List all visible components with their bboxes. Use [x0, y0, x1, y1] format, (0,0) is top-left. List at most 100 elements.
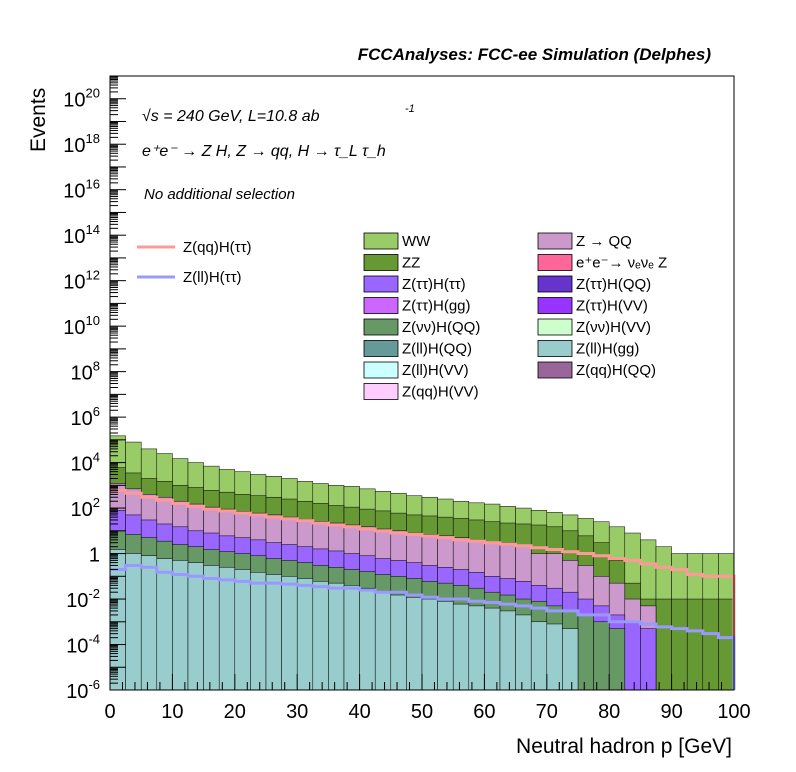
bar-z-h- — [624, 621, 641, 691]
bar-z-ll-h-gg- — [328, 582, 345, 691]
bar-z-ll-h-gg- — [203, 565, 220, 691]
y-tick-label: 104 — [71, 450, 100, 476]
legend-box-label: WW — [402, 233, 431, 250]
bar-z-ll-h-gg- — [562, 628, 579, 691]
bar-z-ll-h-gg- — [312, 581, 329, 691]
y-tick-label: 10-2 — [66, 586, 100, 612]
legend-box-swatch — [363, 318, 399, 336]
bar-z-ll-h-gg- — [156, 558, 173, 691]
x-tick-label: 20 — [224, 701, 246, 723]
legend-box-label: e⁺e⁻→ νₑνₑ Z — [576, 255, 667, 272]
process-annotation: e⁺e⁻ → Z H, Z → qq, H → τ_L τ_h — [142, 143, 386, 160]
y-tick-label: 1010 — [63, 313, 100, 339]
y-tick-label: 1016 — [63, 177, 100, 203]
bar-z-h- — [640, 628, 657, 691]
legend-line-label: Z(qq)H(ττ) — [183, 239, 252, 256]
legend-box-label: Z(νν)H(VV) — [576, 319, 651, 336]
bar-zz — [671, 598, 688, 691]
bar-z-ll-h-gg- — [234, 569, 251, 691]
lumi-exponent: -1 — [405, 103, 415, 115]
legend-box-label: Z(ll)H(QQ) — [402, 341, 472, 358]
x-tick-label: 30 — [286, 701, 308, 723]
legend-box-label: Z → QQ — [576, 233, 632, 250]
y-tick-label: 1018 — [63, 131, 100, 157]
legend-box-label: Z(ττ)H(VV) — [576, 298, 648, 315]
bar-z-h-qq- — [593, 621, 610, 691]
x-tick-label: 50 — [411, 701, 433, 723]
legend-box-label: Z(ττ)H(gg) — [402, 298, 471, 315]
bar-z-ll-h-gg- — [359, 587, 376, 691]
x-tick-label: 70 — [536, 701, 558, 723]
x-tick-label: 90 — [660, 701, 682, 723]
bar-z-ll-h-gg- — [296, 578, 314, 691]
bar-z-ll-h-gg- — [437, 600, 454, 691]
legend-box-swatch — [363, 254, 399, 271]
bar-z-ll-h-gg- — [546, 623, 563, 691]
legend-box-swatch — [363, 232, 399, 250]
legend-box-swatch — [363, 297, 399, 314]
bar-z-ll-h-gg- — [187, 562, 204, 691]
bar-zz — [702, 598, 719, 691]
legend-box-label: Z(νν)H(QQ) — [402, 319, 480, 336]
legend-line-label: Z(ll)H(ττ) — [183, 269, 242, 286]
legend-box-label: Z(ll)H(gg) — [576, 341, 639, 358]
line-z-qq-h- — [110, 488, 736, 690]
x-tick-label: 80 — [598, 701, 620, 723]
bar-z-h-qq- — [608, 628, 626, 691]
x-tick-label: 40 — [348, 701, 370, 723]
legend-box-swatch — [363, 275, 399, 293]
bar-zz — [686, 598, 704, 691]
legend-box-label: Z(ττ)H(QQ) — [576, 276, 651, 293]
bar-z-ll-h-gg- — [140, 555, 158, 691]
bar-z-h-qq- — [577, 614, 594, 691]
bar-z-ll-h-gg- — [499, 610, 516, 691]
line-z-ll-h- — [110, 563, 736, 690]
y-tick-label: 1020 — [63, 86, 100, 112]
signal-lines — [110, 488, 736, 690]
legend-box-swatch — [537, 275, 573, 293]
y-tick-label: 10-4 — [66, 632, 100, 658]
x-tick-label: 100 — [717, 701, 750, 723]
legend-box-swatch — [537, 361, 573, 379]
legend-box-label: ZZ — [402, 255, 420, 272]
bar-z-ll-h-gg- — [421, 598, 438, 691]
x-axis-ticks: 0 10 20 30 40 50 60 70 80 90 100 — [104, 674, 751, 723]
y-tick-label: 1014 — [63, 222, 100, 248]
y-axis-ticks: 10-6 10-4 10-2 1 102 104 106 108 1010 1012 1014 101… — [63, 76, 126, 703]
bar-z-ll-h-gg- — [515, 614, 532, 691]
bar-z-ll-h-gg- — [484, 607, 501, 691]
legend-box-swatch — [363, 383, 399, 400]
legend-box-swatch — [363, 340, 399, 357]
legend-box-swatch — [537, 340, 573, 357]
chart-title: FCCAnalyses: FCC-ee Simulation (Delphes) — [358, 45, 712, 64]
legend-box-label: Z(ll)H(VV) — [402, 362, 469, 379]
legend-box-swatch — [363, 361, 399, 379]
legend-box-label: Z(ττ)H(ττ) — [402, 276, 466, 293]
energy-annotation: √s = 240 GeV, L=10.8 ab — [142, 108, 320, 125]
bar-z-ll-h-gg- — [468, 605, 485, 691]
y-tick-label: 102 — [71, 495, 100, 521]
y-tick-label: 1012 — [63, 268, 100, 294]
x-axis-label: Neutral hadron p [GeV] — [516, 735, 732, 758]
y-tick-label: 106 — [71, 404, 100, 430]
legend-box-label: Z(qq)H(QQ) — [576, 362, 656, 379]
legend-box-swatch — [537, 297, 573, 314]
legend-box-swatch — [537, 254, 573, 271]
bar-zz — [718, 598, 735, 691]
bar-z-ll-h-gg- — [125, 553, 142, 691]
bar-z-ll-h-gg- — [390, 594, 407, 691]
bar-z-ll-h-gg- — [530, 621, 548, 691]
y-tick-label: 10-6 — [66, 677, 100, 703]
selection-annotation: No additional selection — [144, 186, 295, 203]
y-axis-label: Events — [27, 88, 50, 152]
y-tick-label: 1 — [89, 545, 100, 567]
legend-box-label: Z(qq)H(VV) — [402, 384, 479, 401]
y-tick-label: 108 — [71, 359, 100, 385]
bar-z-ll-h-gg- — [172, 560, 189, 691]
bar-z-ll-h-gg- — [406, 596, 423, 691]
legend-box-swatch — [537, 232, 573, 250]
x-tick-label: 60 — [473, 701, 495, 723]
legend: Z(qq)H(ττ) Z(ll)H(ττ) WW Z → QQ ZZ e⁺e⁻→ νₑνₑ… — [137, 232, 667, 401]
x-tick-label: 0 — [104, 701, 115, 723]
